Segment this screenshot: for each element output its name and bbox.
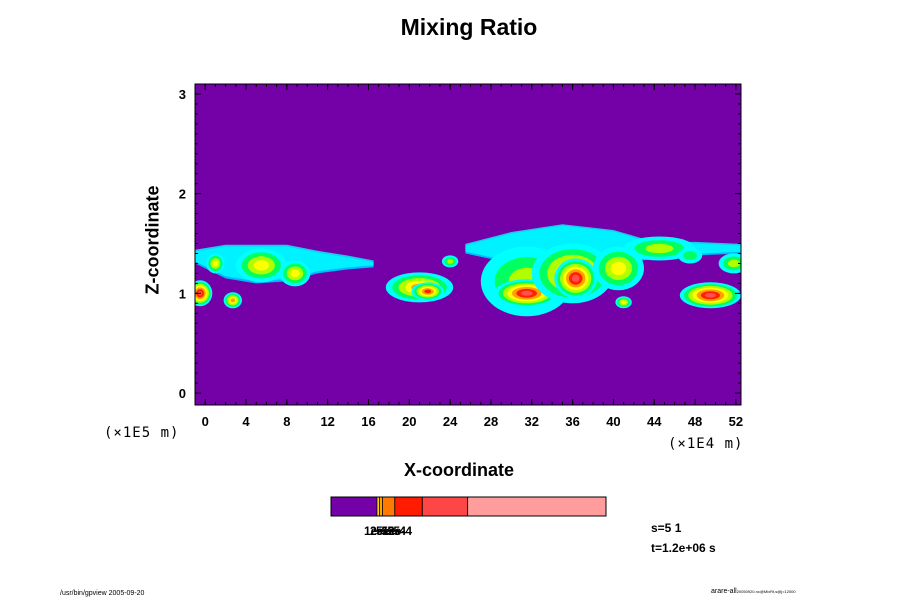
x-tick-label-12: 48 [688,414,702,429]
cloud-cell-16 [718,253,741,274]
colorbar-label-1: 2e-5 [370,524,394,538]
cloud-cell-3 [279,260,311,287]
contour-level-6 [571,274,580,282]
contour-level-1 [683,251,697,260]
x-tick-label-9: 36 [565,414,579,429]
colorbar-label-2: 5e-5 [376,524,400,538]
chart-title: Mixing Ratio [400,14,538,40]
contour-level-6 [520,290,533,296]
colorbar-segment-5 [421,496,469,517]
cloud-cell-5 [441,255,459,268]
footer-command: /usr/bin/gpview 2005-09-20 [60,590,145,597]
colorbar-label-0: 1e-5 [364,524,388,538]
contour-level-3 [212,260,219,267]
footer-source-main: arare-all [711,588,737,595]
y-tick-label-1: 1 [179,286,186,301]
cloud-cell-15 [679,282,741,309]
x-tick-label-4: 16 [361,414,375,429]
contour-level-2 [645,243,674,254]
y-axis-title: Z-coordinate [142,185,163,295]
y-axis-title-box: Z-coordinate [138,175,168,305]
mixing-ratio-field [195,224,741,317]
contour-level-2 [727,259,740,268]
cloud-cell-13 [623,236,696,261]
slice-info: s=5 1 [651,521,682,535]
x-tick-label-11: 44 [647,414,662,429]
cloud-cell-1 [206,253,225,274]
contour-level-3 [290,269,300,278]
contour-level-3 [610,261,627,275]
colorbar-segment-3 [382,496,396,517]
colorbar-label-3: 1e-4 [382,524,406,538]
x-tick-label-13: 52 [729,414,743,429]
colorbar-label-4: 2e-4 [388,524,412,538]
contour-level-5 [424,289,432,294]
cloud-cell-11 [554,258,598,299]
colorbar-segment-6 [467,496,607,517]
footer-source: arare-all20050920.nc@MixRt,s@j=12000 [711,588,796,595]
x-tick-label-6: 24 [443,414,458,429]
plot-frame [194,83,742,406]
contour-level-3 [253,260,269,271]
cloud-cell-14 [615,296,632,309]
colorbar-segment-0 [330,496,378,517]
x-tick-label-10: 40 [606,414,620,429]
x-tick-label-7: 28 [484,414,498,429]
cloud-cell-2 [235,248,287,283]
x-axis-title: X-coordinate [404,460,515,480]
contour-level-3 [621,300,627,305]
contour-level-4 [230,298,236,303]
colorbar: 1e-52e-55e-51e-42e-4 [330,496,607,538]
x-tick-label-8: 32 [525,414,539,429]
cloud-cell-7 [411,282,445,301]
x-tick-label-3: 12 [320,414,334,429]
colorbar-segment-2 [378,496,383,517]
x-tick-label-0: 0 [202,414,209,429]
colorbar-segment-4 [394,496,423,517]
y-tick-label-3: 3 [179,87,186,102]
cloud-cell-12 [593,246,644,291]
contour-level-2 [446,259,454,264]
x-tick-label-2: 8 [283,414,290,429]
time-info: t=1.2e+06 s [651,541,716,555]
x-tick-label-5: 20 [402,414,416,429]
y-tick-label-2: 2 [179,187,186,202]
cloud-cell-17 [677,247,703,264]
contour-level-6 [704,293,716,298]
x-scale-note: (×1E4 m) [668,436,744,452]
colorbar-frame [330,496,607,517]
x-tick-label-1: 4 [242,414,250,429]
cloud-cell-4 [223,292,242,309]
footer-source-sub: 20050920.nc@MixRt,s@j=12000 [736,589,796,594]
y-tick-label-0: 0 [179,386,186,401]
y-scale-note: (×1E5 m) [104,425,180,441]
